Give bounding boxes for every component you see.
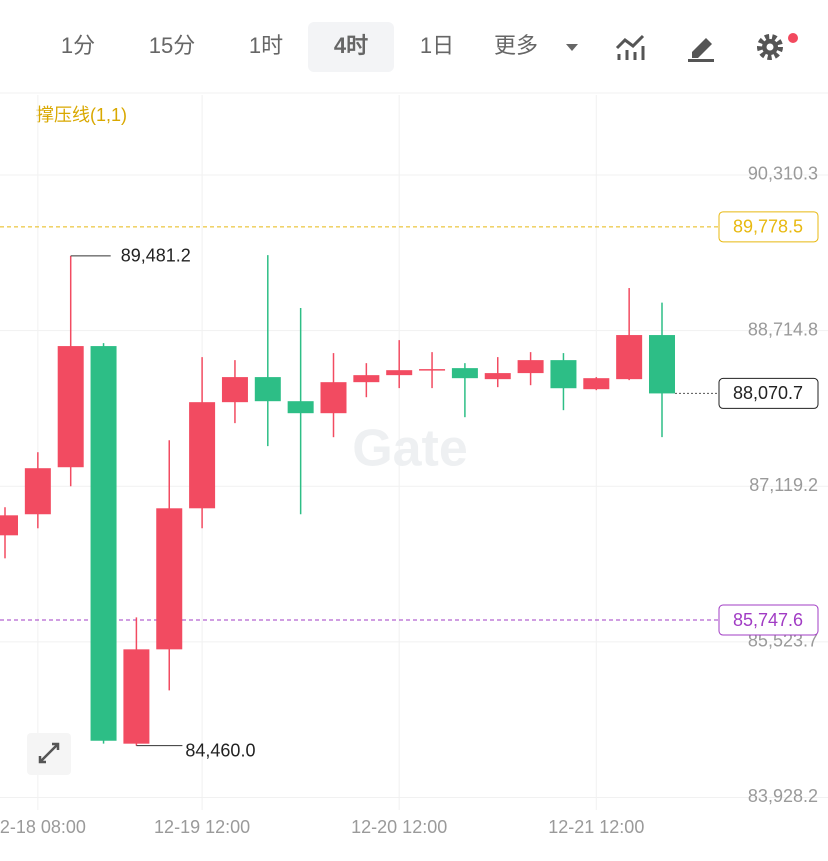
candle-body	[57, 346, 84, 468]
candle-body	[517, 360, 544, 374]
candle-body	[451, 368, 478, 379]
timeframe-tab[interactable]: 15分	[149, 33, 195, 58]
x-tick-label: 12-19 12:00	[154, 817, 250, 837]
timeframe-tab[interactable]: 1分	[61, 33, 95, 58]
indicator-icon[interactable]	[615, 34, 645, 60]
price-tag-label: 85,747.6	[733, 610, 803, 630]
price-tag	[718, 211, 819, 243]
y-tick-label: 88,714.8	[748, 319, 818, 339]
x-tick-label: 12-20 12:00	[351, 817, 447, 837]
candle-body	[254, 377, 281, 402]
timeframe-tab[interactable]: 1时	[249, 33, 283, 58]
y-tick-label: 87,119.2	[749, 475, 818, 495]
timeframe-tab[interactable]: 1日	[420, 33, 454, 58]
candle-body	[123, 649, 150, 744]
expand-button[interactable]	[27, 733, 71, 775]
price-tag	[718, 604, 819, 636]
draw-icon[interactable]	[688, 38, 714, 62]
y-tick-label: 85,523.7	[748, 631, 818, 651]
y-tick-label: 83,928.2	[748, 786, 818, 806]
candle-body	[320, 382, 347, 414]
last-price-label: 88,070.7	[733, 383, 803, 403]
candle-body	[419, 369, 446, 371]
candle-body	[386, 370, 413, 376]
candle-body	[649, 335, 675, 394]
y-tick-label: 90,310.3	[748, 164, 818, 184]
candle-body	[24, 468, 51, 515]
candle-body	[550, 360, 577, 389]
last-price-tag	[718, 377, 819, 409]
active-tab-bg	[308, 22, 394, 72]
x-tick-label: 12-21 12:00	[548, 817, 644, 837]
indicator-label: 撑压线(1,1)	[36, 105, 127, 125]
more-tab[interactable]: 更多	[494, 33, 538, 58]
candle-body	[221, 377, 248, 403]
price-tag-label: 89,778.5	[733, 217, 803, 237]
low-label: 84,460.0	[185, 740, 255, 760]
candle-body	[353, 375, 380, 383]
timeframe-tab[interactable]: 4时	[334, 33, 368, 58]
dropdown-arrow	[566, 44, 578, 51]
candle-body	[484, 373, 511, 380]
high-label: 89,481.2	[121, 246, 191, 266]
watermark: Gate	[352, 420, 468, 478]
candle-body	[0, 515, 18, 536]
candle-body	[156, 508, 183, 650]
candle-body	[90, 346, 117, 741]
x-tick-label: 12-18 08:00	[0, 817, 86, 837]
candle-body	[616, 335, 643, 380]
candle-body	[583, 378, 610, 390]
candle-body	[287, 401, 314, 414]
candle-body	[189, 402, 216, 509]
settings-icon[interactable]	[757, 33, 798, 60]
